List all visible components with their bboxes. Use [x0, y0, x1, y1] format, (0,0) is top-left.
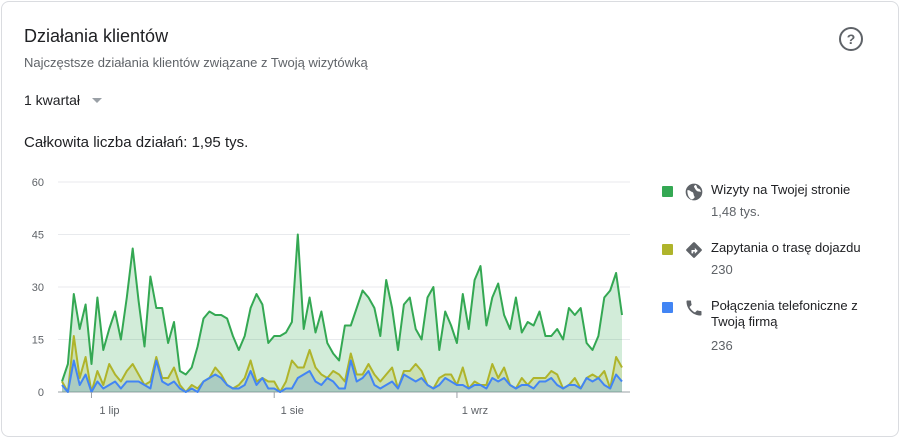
period-selected-value: 1 kwartał: [24, 92, 81, 108]
legend-swatch-directions: [662, 244, 673, 255]
legend-swatch-calls: [662, 302, 673, 313]
directions-icon: [686, 242, 702, 258]
area-website: [62, 234, 622, 392]
help-icon[interactable]: ?: [839, 27, 863, 51]
globe-icon: [685, 183, 703, 201]
chart-legend: Wizyty na Twojej stronie 1,48 tys. Zapyt…: [662, 178, 892, 353]
legend-value-directions: 230: [711, 262, 733, 277]
x-tick-label: 1 lip: [99, 405, 119, 417]
legend-label-calls: Połączenia telefoniczne z Twoją firmą: [711, 298, 858, 329]
x-tick-label: 1 sie: [281, 405, 304, 417]
y-tick-label: 45: [32, 230, 44, 242]
y-tick-label: 30: [32, 282, 44, 294]
card-title: Działania klientów: [24, 26, 169, 46]
area-calls: [62, 360, 622, 392]
total-actions-label: Całkowita liczba działań: 1,95 tys.: [24, 134, 249, 151]
period-dropdown[interactable]: 1 kwartał: [24, 92, 103, 108]
series-line-website: [61, 233, 623, 382]
y-tick-label: 0: [38, 387, 44, 399]
card-subtitle: Najczęstsze działania klientów związane …: [24, 55, 368, 70]
series-line-calls: [61, 359, 623, 393]
y-tick-label: 60: [32, 177, 44, 189]
phone-icon: [686, 300, 702, 316]
legend-label-directions: Zapytania o trasę dojazdu: [711, 240, 861, 255]
legend-value-website: 1,48 tys.: [711, 204, 761, 219]
y-tick-label: 15: [32, 335, 44, 347]
chevron-down-icon: [92, 97, 103, 103]
x-tick-label: 1 wrz: [462, 405, 488, 417]
actions-area-chart: 0 15 30 45 60 1 lip 1 sie 1 wrz: [32, 177, 630, 417]
legend-swatch-website: [662, 186, 673, 197]
legend-item-website: Wizyty na Twojej stronie 1,48 tys.: [662, 178, 892, 236]
legend-label-website: Wizyty na Twojej stronie: [711, 182, 851, 197]
legend-item-directions: Zapytania o trasę dojazdu 230: [662, 236, 892, 294]
legend-value-calls: 236: [711, 338, 733, 353]
legend-item-calls: Połączenia telefoniczne z Twoją firmą 23…: [662, 294, 892, 353]
